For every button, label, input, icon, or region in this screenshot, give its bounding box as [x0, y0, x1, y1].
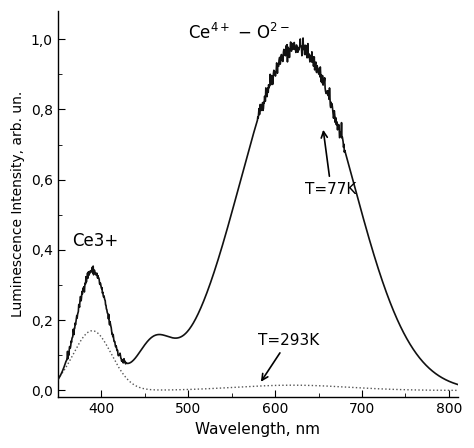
Text: T=293K: T=293K: [257, 333, 319, 380]
Text: T=77K: T=77K: [305, 132, 357, 197]
Text: $\mathregular{Ce^{4+}}$ $-$ $\mathregular{O^{2-}}$: $\mathregular{Ce^{4+}}$ $-$ $\mathregula…: [188, 23, 290, 43]
X-axis label: Wavelength, nm: Wavelength, nm: [195, 422, 320, 437]
Y-axis label: Luminescence Intensity, arb. un.: Luminescence Intensity, arb. un.: [11, 91, 25, 318]
Text: Ce3+: Ce3+: [73, 233, 118, 250]
